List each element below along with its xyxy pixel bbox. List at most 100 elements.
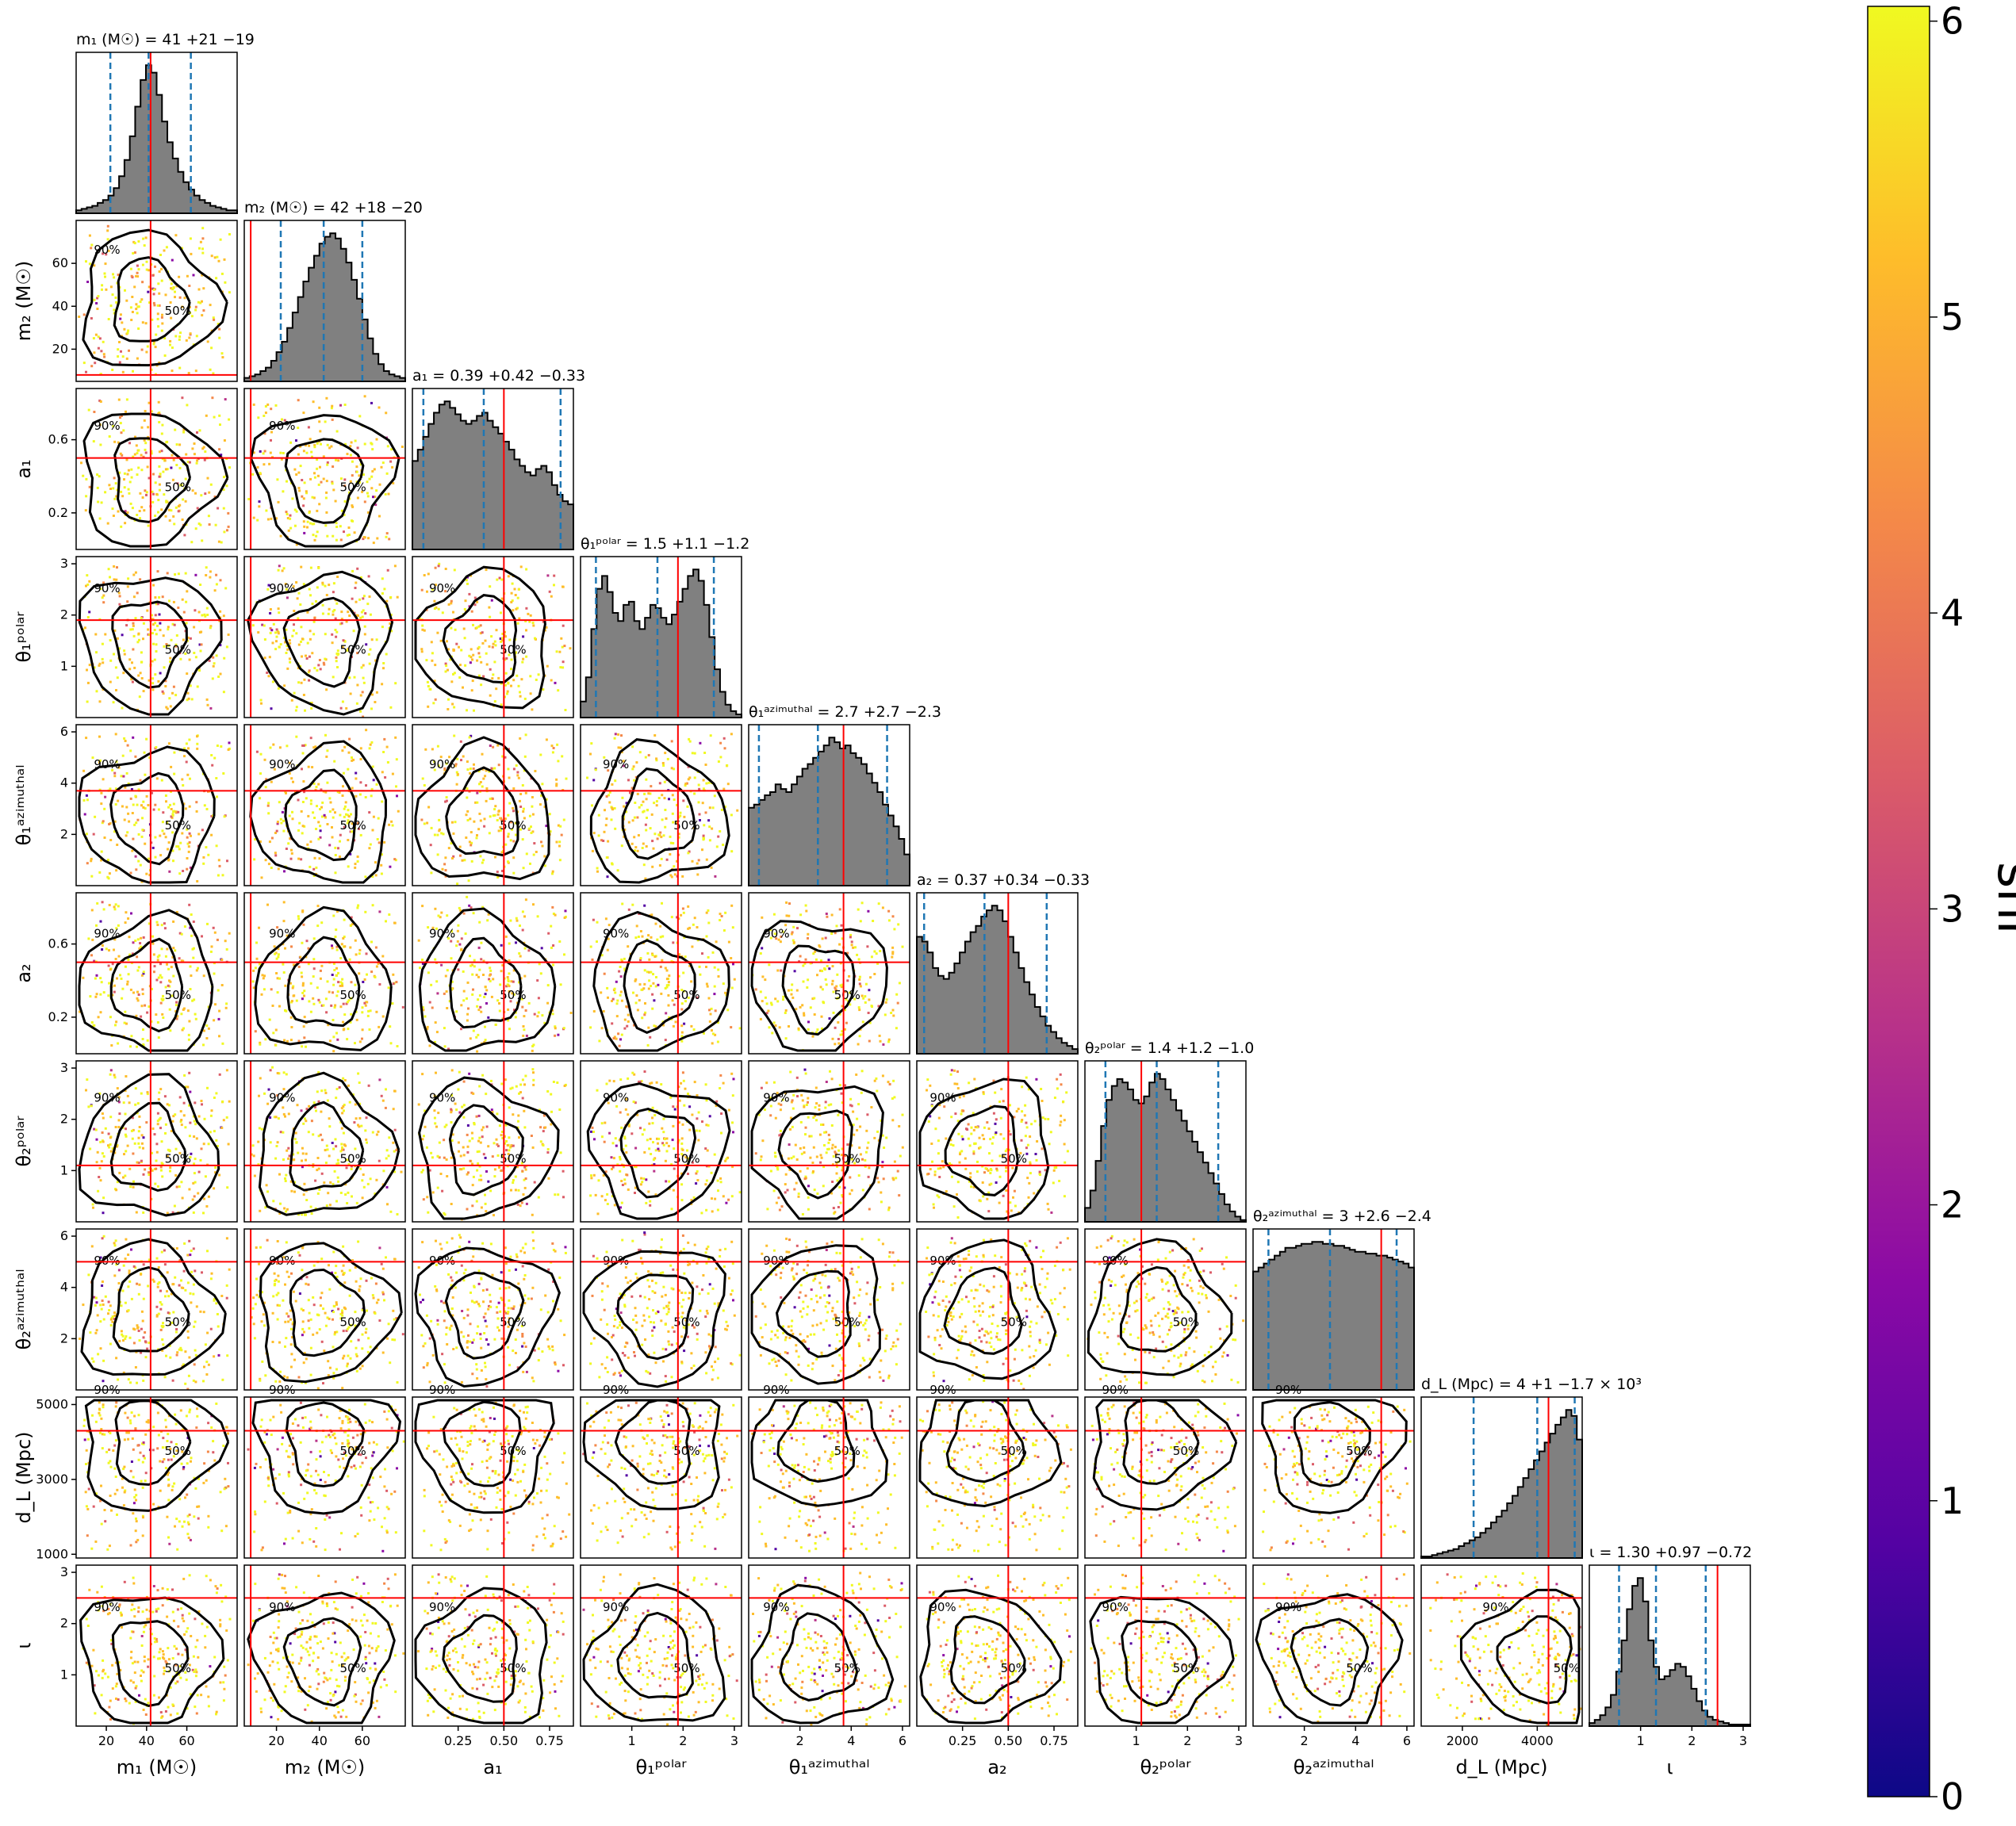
scatter-point (720, 809, 723, 811)
scatter-point (269, 1116, 272, 1119)
scatter-point (142, 1044, 145, 1047)
scatter-point (528, 620, 531, 623)
scatter-point (627, 1020, 630, 1023)
scatter-point (301, 982, 305, 985)
scatter-point (125, 1135, 128, 1138)
scatter-point (97, 1016, 100, 1019)
scatter-point (427, 705, 430, 708)
scatter-point (289, 982, 292, 985)
scatter-point (531, 805, 534, 808)
scatter-point (444, 974, 447, 978)
scatter-point (517, 1120, 519, 1123)
scatter-point (687, 765, 690, 768)
scatter-point (510, 668, 512, 671)
scatter-point (348, 676, 351, 679)
scatter-point (702, 836, 705, 840)
scatter-point (136, 999, 140, 1002)
scatter-point (647, 1026, 650, 1029)
scatter-point (206, 1086, 209, 1089)
scatter-point (667, 981, 670, 984)
scatter-point (504, 817, 507, 821)
scatter-point (676, 859, 678, 863)
scatter-point (358, 474, 361, 477)
ytick-label: 40 (52, 298, 68, 313)
scatter-point (497, 764, 500, 767)
scatter-point (511, 1086, 514, 1089)
scatter-point (224, 940, 227, 943)
scatter-point (130, 1035, 133, 1038)
scatter-point (790, 989, 793, 992)
scatter-point (320, 921, 324, 924)
scatter-point (187, 850, 190, 853)
scatter-point (731, 926, 734, 929)
scatter-point (708, 806, 711, 810)
scatter-point (680, 1172, 684, 1175)
scatter-point (123, 653, 126, 656)
scatter-point (267, 675, 270, 678)
scatter-point (367, 575, 370, 578)
scatter-point (156, 570, 159, 573)
scatter-point (434, 907, 437, 910)
scatter-point (316, 986, 319, 990)
scatter-point (687, 1093, 689, 1095)
scatter-point (322, 661, 325, 664)
scatter-point (468, 1072, 471, 1075)
scatter-point (146, 609, 149, 612)
scatter-point (122, 429, 125, 432)
scatter-point (99, 977, 102, 980)
scatter-point (657, 797, 661, 799)
scatter-point (591, 958, 594, 961)
scatter-point (388, 823, 391, 826)
scatter-point (517, 1114, 520, 1117)
scatter-point (106, 238, 109, 241)
scatter-point (140, 835, 144, 838)
scatter-point (657, 983, 660, 986)
scatter-point (343, 807, 346, 810)
scatter-point (507, 1019, 510, 1022)
scatter-point (435, 1125, 438, 1128)
scatter-point (302, 923, 305, 926)
scatter-point (226, 529, 228, 532)
scatter-point (121, 754, 125, 757)
scatter-point (489, 745, 492, 747)
scatter-point (508, 942, 511, 945)
scatter-point (170, 466, 173, 469)
scatter-point (132, 573, 136, 576)
scatter-point (335, 630, 339, 634)
scatter-point (200, 1100, 203, 1102)
scatter-point (362, 1173, 365, 1176)
scatter-point (121, 805, 124, 808)
scatter-point (472, 912, 475, 915)
scatter-point (347, 1191, 350, 1194)
scatter-point (210, 945, 213, 948)
scatter-point (687, 996, 690, 999)
scatter-point (269, 612, 272, 614)
scatter-point (505, 985, 508, 988)
scatter-point (466, 796, 469, 799)
scatter-point (109, 1069, 113, 1072)
scatter-point (186, 274, 189, 278)
scatter-point (300, 858, 303, 861)
scatter-point (203, 613, 206, 616)
scatter-point (459, 1154, 462, 1158)
scatter-point (512, 840, 515, 843)
scatter-point (561, 585, 565, 588)
scatter-point (125, 398, 128, 401)
scatter-point (501, 1137, 504, 1139)
scatter-point (477, 998, 480, 1001)
scatter-point (301, 768, 303, 771)
scatter-point (684, 1000, 687, 1003)
scatter-point (332, 1019, 335, 1021)
scatter-point (343, 825, 346, 829)
scatter-point (545, 626, 548, 629)
scatter-point (393, 1128, 397, 1131)
scatter-point (389, 1025, 392, 1028)
scatter-point (377, 962, 380, 965)
scatter-point (82, 313, 86, 316)
panel-frame (75, 556, 238, 718)
scatter-point (173, 1204, 176, 1208)
scatter-point (714, 875, 717, 878)
scatter-point (382, 667, 385, 670)
scatter-point (470, 844, 473, 847)
scatter-point (187, 747, 190, 750)
